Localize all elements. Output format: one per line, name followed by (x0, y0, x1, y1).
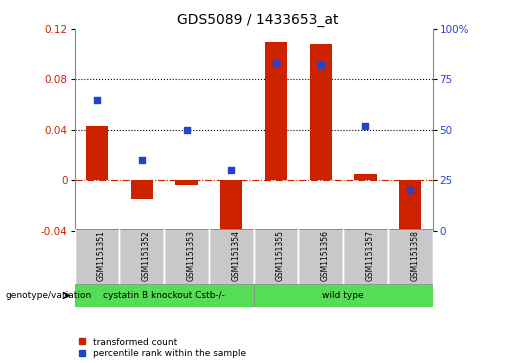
Bar (388, 229, 433, 285)
Bar (164, 229, 209, 285)
Bar (343, 229, 388, 285)
Point (406, 187, 415, 193)
Bar (131, 180, 153, 199)
Text: GSM1151358: GSM1151358 (410, 231, 419, 281)
Text: GSM1151351: GSM1151351 (97, 231, 106, 281)
Text: GSM1151357: GSM1151357 (366, 231, 374, 281)
Text: GDS5089 / 1433653_at: GDS5089 / 1433653_at (177, 13, 338, 27)
Legend: transformed count, percentile rank within the sample: transformed count, percentile rank withi… (79, 338, 246, 359)
Bar (75, 229, 119, 285)
Bar (75, 284, 253, 307)
Point (317, 62, 325, 68)
Bar (175, 180, 198, 185)
Text: cystatin B knockout Cstb-/-: cystatin B knockout Cstb-/- (103, 291, 225, 300)
Text: GSM1151352: GSM1151352 (142, 231, 151, 281)
Bar (253, 229, 298, 285)
Bar (265, 42, 287, 180)
Bar (86, 126, 108, 180)
Bar (399, 180, 421, 238)
Bar (220, 180, 243, 237)
Bar (119, 229, 164, 285)
Text: genotype/variation: genotype/variation (5, 291, 91, 300)
Text: GSM1151354: GSM1151354 (231, 231, 241, 281)
Point (272, 60, 280, 66)
Text: GSM1151355: GSM1151355 (276, 231, 285, 281)
Point (362, 123, 370, 129)
Point (93, 97, 101, 102)
Bar (354, 174, 376, 180)
Point (138, 157, 146, 163)
Bar (253, 284, 433, 307)
Bar (209, 229, 253, 285)
Bar (298, 229, 343, 285)
Text: GSM1151356: GSM1151356 (321, 231, 330, 281)
Bar (310, 44, 332, 180)
Text: GSM1151353: GSM1151353 (186, 231, 196, 281)
Point (227, 167, 235, 173)
Point (182, 127, 191, 132)
Text: wild type: wild type (322, 291, 364, 300)
